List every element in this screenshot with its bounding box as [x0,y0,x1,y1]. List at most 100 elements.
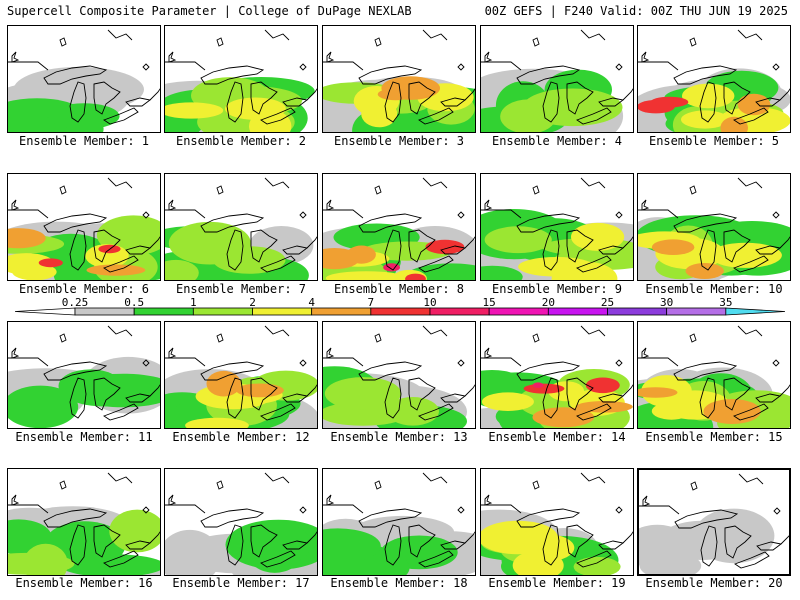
map-outline [440,245,467,255]
map-outline [43,361,108,381]
map-outline [615,63,623,71]
map-outline [250,524,278,558]
map-outline [282,540,309,550]
scp-contour-level-3 [709,242,782,268]
map-outline [43,65,108,85]
map-outline [418,255,454,273]
scp-contour-level-4 [703,399,761,424]
map-outline [733,255,769,273]
map-outline [440,540,467,550]
map-outline [576,550,612,568]
map-outline [641,347,650,359]
ensemble-panel-12 [164,321,318,429]
map-outline [306,88,317,101]
map-outline [384,377,402,419]
map-outline [282,97,309,107]
map-outline [516,65,581,85]
ensemble-panel-20 [637,468,791,576]
colorbar-segment [311,307,372,316]
map-outline [326,199,335,211]
map-outline [59,185,67,195]
scp-contour-level-4 [638,387,678,398]
map-outline [457,506,465,514]
map-outline [418,403,454,421]
map-outline [689,37,697,47]
map-plot [8,472,160,575]
map-outline [374,333,382,343]
scp-contour-level-2 [484,226,552,254]
ensemble-panel-1 [7,25,161,133]
colorbar-segment [74,307,135,316]
scp-contour-level-4 [236,383,284,398]
map-plot [165,325,317,428]
ensemble-panel-13 [322,321,476,429]
colorbar-segment [429,307,490,316]
map-outline [168,347,177,359]
map-outline [733,107,769,125]
map-outline [59,480,67,490]
map-outline [734,551,770,569]
colorbar-tick-label: 2 [249,296,256,309]
map-outline [580,29,606,41]
map-outline [457,359,465,367]
member-caption: Ensemble Member: 8 [333,282,465,296]
colorbar-tick-label: 35 [719,296,732,309]
map-outline [481,504,522,514]
map-outline [149,384,160,397]
colorbar-segment [607,307,668,316]
map-outline [689,185,697,195]
ensemble-panel-9 [480,173,634,281]
scp-contour-level-4 [651,239,695,255]
map-outline [566,377,594,411]
ensemble-panel-5 [637,25,791,133]
colorbar-segment [133,307,194,316]
map-outline [542,81,560,123]
map-plot [481,177,633,280]
map-outline [149,88,160,101]
map-outline [299,506,307,514]
map-outline [264,177,290,189]
map-outline [168,51,177,63]
map-outline [69,81,87,123]
scp-contour-level-1 [323,528,381,564]
map-outline [103,255,139,273]
map-plot [481,29,633,132]
map-outline [107,472,133,484]
map-plot [165,472,317,575]
map-outline [142,506,150,514]
scp-contour-level-0 [165,529,221,575]
scp-contour-level-3 [249,109,292,132]
map-outline [299,359,307,367]
map-outline [576,403,612,421]
ensemble-panel-18 [322,468,476,576]
map-outline [250,81,278,115]
map-plot [8,29,160,132]
map-outline [638,357,679,367]
map-outline [93,524,121,558]
scp-contour-level-3 [325,271,407,280]
map-outline [638,61,679,71]
map-plot [8,177,160,280]
map-outline [532,185,540,195]
scp-contour-level-1 [63,531,124,553]
map-outline [481,209,522,219]
map-outline [11,494,20,506]
map-outline [615,359,623,367]
map-outline [638,209,679,219]
map-outline [723,377,751,411]
map-outline [737,177,763,189]
map-outline [11,199,20,211]
map-outline [532,480,540,490]
map-outline [264,29,290,41]
member-caption: Ensemble Member: 4 [491,134,623,148]
map-outline [484,347,493,359]
scp-contour-level-5 [585,377,620,394]
scp-contour-level-3 [521,534,575,562]
map-outline [165,357,206,367]
map-outline [772,359,780,367]
colorbar-tick-label: 20 [542,296,555,309]
map-outline [384,229,402,271]
colorbar-tick-label: 25 [601,296,614,309]
map-outline [149,531,160,544]
map-outline [69,229,87,271]
